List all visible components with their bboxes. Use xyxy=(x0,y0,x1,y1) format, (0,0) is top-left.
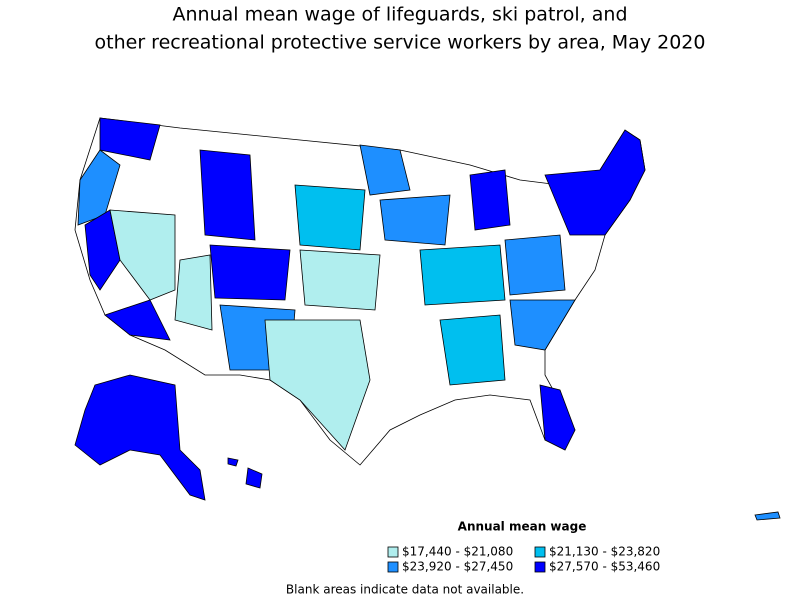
region xyxy=(109,209,176,301)
region xyxy=(199,149,256,241)
region xyxy=(84,209,121,291)
puerto-rico xyxy=(754,511,781,521)
legend: Annual mean wage $17,440 - $21,080 $21,13… xyxy=(387,520,660,574)
region xyxy=(174,254,213,331)
region xyxy=(509,299,576,351)
region xyxy=(379,194,451,246)
region xyxy=(419,244,506,306)
footnote: Blank areas indicate data not available. xyxy=(286,583,524,597)
hawaii xyxy=(245,467,263,489)
region xyxy=(359,144,411,196)
region xyxy=(264,319,371,451)
region xyxy=(439,314,506,386)
legend-swatch xyxy=(534,561,546,573)
region xyxy=(104,299,171,341)
title-line: Annual mean wage of lifeguards, ski patr… xyxy=(172,4,627,26)
title-line: other recreational protective service wo… xyxy=(95,32,706,54)
region xyxy=(209,244,291,301)
legend-label: $21,130 - $23,820 xyxy=(549,545,660,559)
region xyxy=(539,384,576,451)
region xyxy=(299,249,381,311)
map xyxy=(74,117,781,521)
legend-title: Annual mean wage xyxy=(458,520,587,534)
region xyxy=(544,129,646,236)
hawaii xyxy=(227,457,239,467)
legend-swatch xyxy=(534,546,546,558)
region xyxy=(504,234,566,296)
region xyxy=(469,169,511,231)
region xyxy=(99,117,161,161)
legend-label: $17,440 - $21,080 xyxy=(402,545,513,559)
alaska xyxy=(74,374,206,501)
region xyxy=(77,149,121,226)
legend-label: $27,570 - $53,460 xyxy=(549,560,660,574)
legend-label: $23,920 - $27,450 xyxy=(402,560,513,574)
legend-swatch xyxy=(387,561,399,573)
region xyxy=(294,184,366,251)
legend-swatch xyxy=(387,546,399,558)
